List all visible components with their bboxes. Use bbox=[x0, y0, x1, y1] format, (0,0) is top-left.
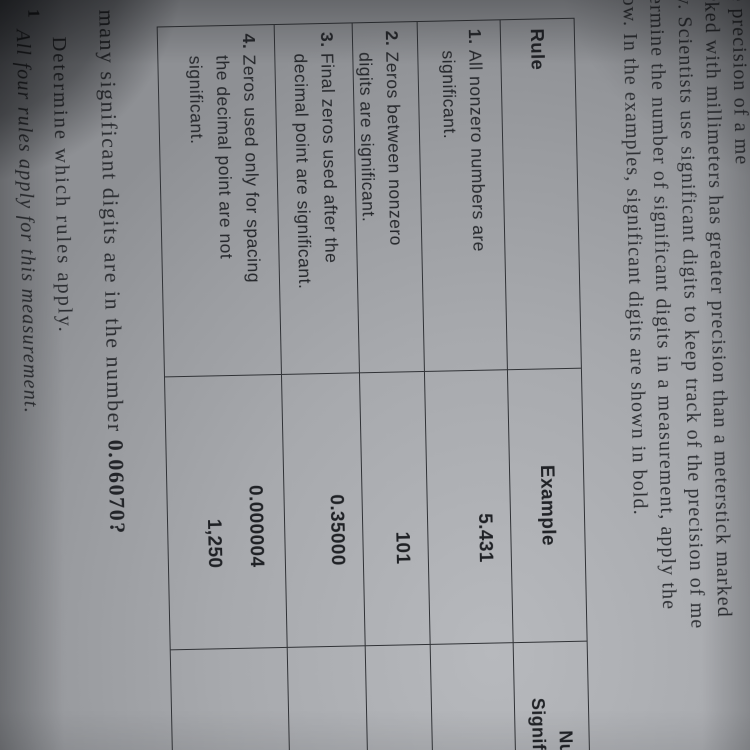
rule-number: 1. bbox=[464, 28, 486, 45]
table-row-4-example: 0.000004 1,250 bbox=[164, 374, 287, 651]
question-text: many significant digits are in the numbe… bbox=[94, 9, 129, 440]
table-row-1-example: 5.431 bbox=[423, 370, 513, 645]
table-row-1-rule: 1. All nonzero numbers are significant. bbox=[416, 20, 507, 372]
rule-text: Zeros used only for spacing the decimal … bbox=[185, 54, 265, 284]
intro-paragraph: rked with millimeters has greater precis… bbox=[615, 0, 744, 750]
column-header-example: Example bbox=[506, 368, 587, 644]
rule-number: 4. bbox=[238, 33, 260, 50]
question-number-value: 0.06070? bbox=[103, 439, 131, 536]
question-line: many significant digits are in the numbe… bbox=[93, 9, 130, 535]
rule-text: All nonzero numbers are significant. bbox=[438, 49, 490, 253]
table-row-3-example: 0.35000 bbox=[280, 373, 365, 648]
step-1-answer: All four rules apply for this measuremen… bbox=[11, 29, 42, 415]
table-row-4-number bbox=[169, 647, 294, 750]
table-row-2-rule: 2. Zeros between nonzero digits are sign… bbox=[351, 22, 424, 374]
rule-number: 3. bbox=[316, 31, 338, 48]
column-header-rule: Rule bbox=[499, 18, 581, 371]
table-row-1-number bbox=[429, 643, 520, 750]
table-row-3-number bbox=[286, 646, 372, 750]
step-number: 1 bbox=[24, 8, 44, 18]
column-header-number-of-significant-digits: Nu Signifi bbox=[512, 641, 594, 750]
rule-text: Zeros between nonzero digits are signifi… bbox=[355, 51, 407, 247]
table-row-2-example: 101 bbox=[358, 371, 430, 647]
intro-line-1: e precision of a me bbox=[727, 0, 750, 166]
table-row-2-number bbox=[364, 644, 437, 750]
table-row-4-rule: 4. Zeros used only for spacing the decim… bbox=[156, 25, 281, 378]
step-1-text: Determine which rules apply. bbox=[47, 36, 77, 334]
column-header-number-text: Nu Signifi bbox=[528, 697, 577, 750]
significant-digits-table: Rule Example Nu Signifi 1. All nonzero n… bbox=[156, 17, 595, 750]
rule-text: Final zeros used after the decimal point… bbox=[290, 52, 342, 290]
table-row-3-rule: 3. Final zeros used after the decimal po… bbox=[273, 23, 359, 375]
rule-number: 2. bbox=[381, 30, 403, 47]
